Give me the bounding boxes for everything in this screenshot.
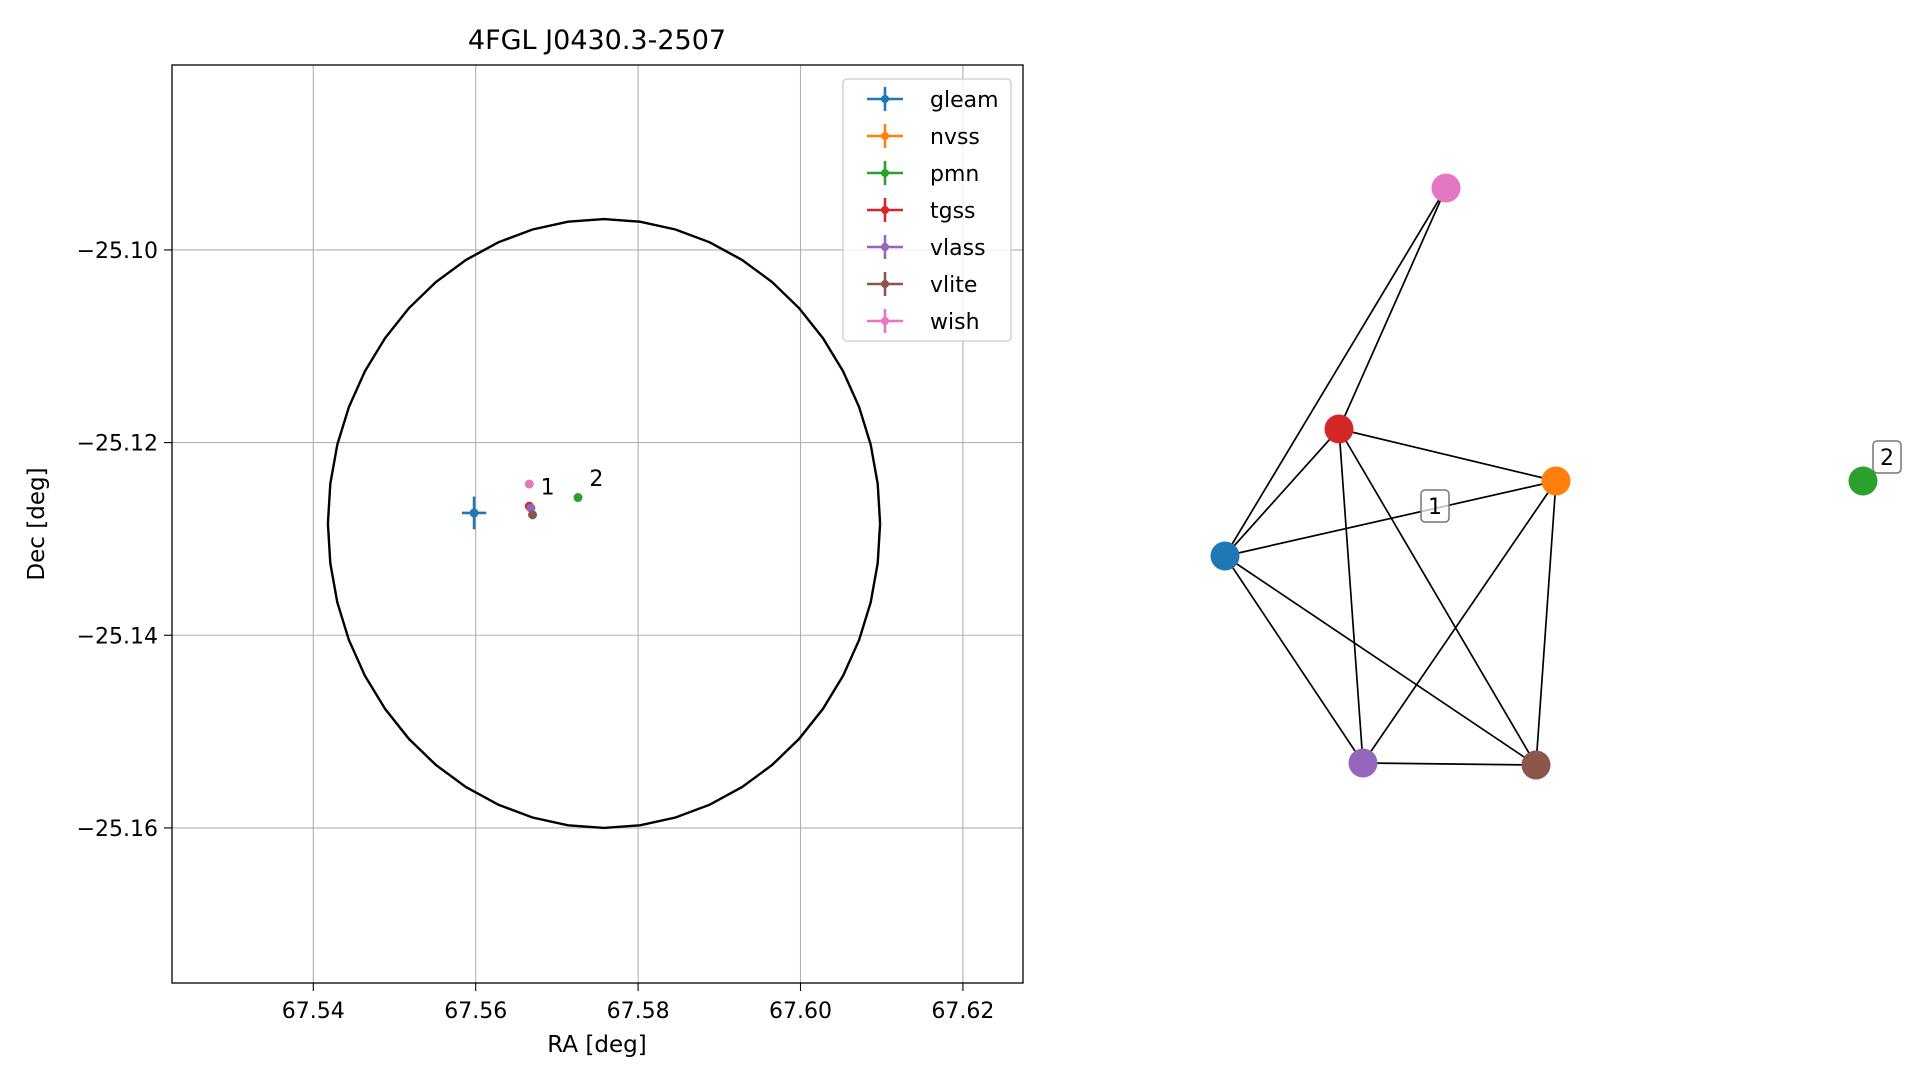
graph-node-gleam (1210, 541, 1240, 571)
x-axis-label: RA [deg] (547, 1032, 646, 1058)
localization-ellipse (326, 217, 882, 830)
legend-marker-dot (881, 169, 889, 177)
legend-marker-dot (881, 280, 889, 288)
legend-marker-dot (881, 243, 889, 251)
legend-marker-dot (881, 317, 889, 325)
component-label: 1 (1428, 495, 1442, 520)
graph-edge (1362, 762, 1537, 766)
legend-label: wish (930, 310, 980, 335)
graph-edge (1338, 428, 1537, 766)
graph-edge (1362, 480, 1557, 764)
x-tick-label: 67.58 (607, 999, 670, 1024)
component-label-box (1872, 440, 1902, 474)
component-label-box (1420, 489, 1450, 523)
x-tick-label: 67.60 (769, 999, 832, 1024)
legend: gleam nvss pmn tgss vlass vlite wish (842, 78, 1012, 342)
y-tick-label: −25.12 (77, 432, 158, 457)
legend-label: nvss (930, 125, 980, 150)
legend-label: gleam (930, 88, 999, 113)
graph-node-pmn (1848, 466, 1878, 496)
gridlines (172, 65, 1023, 983)
cluster-label: 1 (541, 476, 555, 501)
graph-edge (1338, 187, 1447, 430)
axes-frame (171, 64, 1024, 984)
graph-edge (1224, 187, 1447, 557)
graph-node-vlass (1348, 748, 1378, 778)
legend-marker-dot (881, 95, 889, 103)
graph-node-wish (1431, 173, 1461, 203)
y-axis-label: Dec [deg] (24, 467, 50, 580)
legend-label: vlass (930, 236, 986, 261)
legend-marker-dot (881, 206, 889, 214)
x-tick-label: 67.54 (282, 999, 345, 1024)
legend-marker-dot (881, 132, 889, 140)
chart-title: 4FGL J0430.3-2507 (468, 25, 726, 56)
x-tick-label: 67.56 (444, 999, 507, 1024)
network-graph-panel: 12 (1210, 173, 1902, 780)
legend-label: vlite (930, 273, 977, 298)
wish-point (524, 479, 534, 489)
cluster-label: 2 (589, 467, 603, 492)
graph-edge (1338, 428, 1364, 764)
y-tick-label: −25.10 (77, 239, 158, 264)
gleam-point (469, 508, 479, 518)
legend-label: pmn (930, 162, 979, 187)
y-tick-label: −25.14 (77, 624, 158, 649)
graph-edge (1224, 555, 1537, 766)
pmn-point (573, 493, 583, 503)
graph-edge (1224, 428, 1340, 557)
graph-node-vlite (1521, 750, 1551, 780)
graph-edge (1338, 428, 1557, 482)
y-tick-label: −25.16 (77, 817, 158, 842)
axis-ticks: 67.54 67.56 67.58 67.60 67.62 −25.10 −25.12 −25… (77, 239, 995, 1024)
vlite-point (528, 510, 538, 520)
component-label: 2 (1880, 446, 1894, 471)
vlass-point (526, 503, 536, 513)
graph-edge (1224, 555, 1364, 764)
graph-node-nvss (1541, 466, 1571, 496)
legend-label: tgss (930, 199, 976, 224)
graph-edge (1535, 480, 1557, 766)
graph-node-tgss (1324, 414, 1354, 444)
x-tick-label: 67.62 (931, 999, 994, 1024)
